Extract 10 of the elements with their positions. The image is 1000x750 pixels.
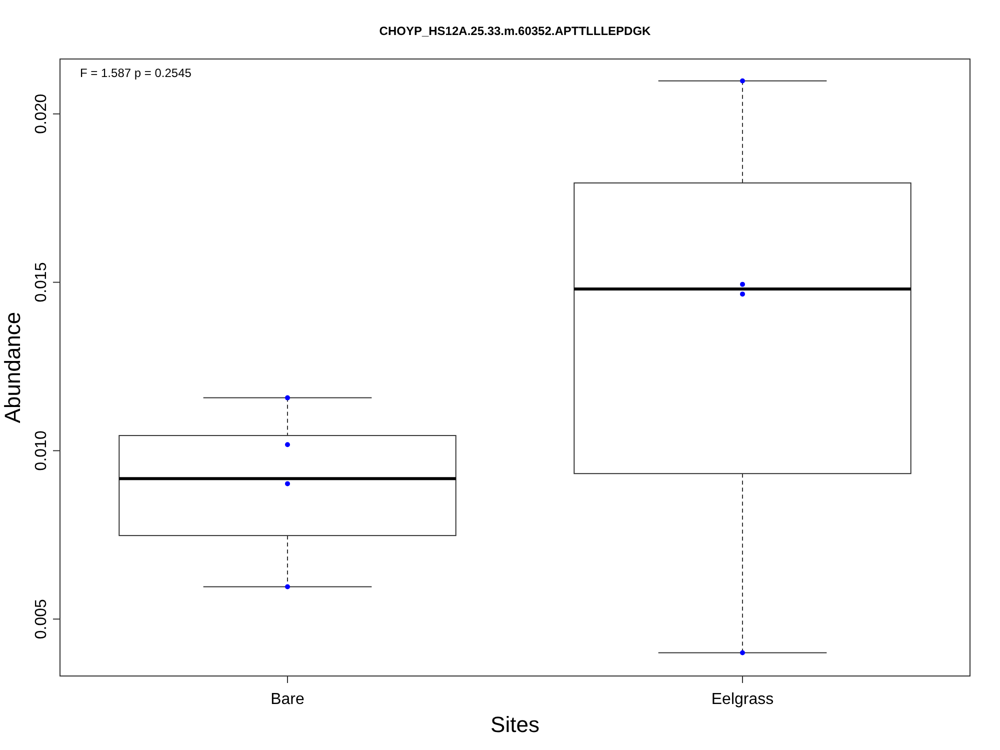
y-tick-label: 0.015 bbox=[33, 262, 50, 302]
y-tick-label: 0.005 bbox=[33, 598, 50, 640]
annotation: F = 1.587 p = 0.2545 bbox=[80, 66, 192, 80]
x-tick-label: Eelgrass bbox=[711, 691, 774, 708]
y-tick-label: 0.020 bbox=[33, 94, 50, 134]
y-tick-label: 0.010 bbox=[33, 430, 50, 471]
y-axis-title: Abundance bbox=[0, 312, 25, 424]
chart-title: CHOYP_HS12A.25.33.m.60352.APTTLLLEPDGK bbox=[379, 24, 652, 38]
x-axis-title: Sites bbox=[490, 712, 540, 737]
x-tick-label: Bare bbox=[270, 691, 304, 708]
